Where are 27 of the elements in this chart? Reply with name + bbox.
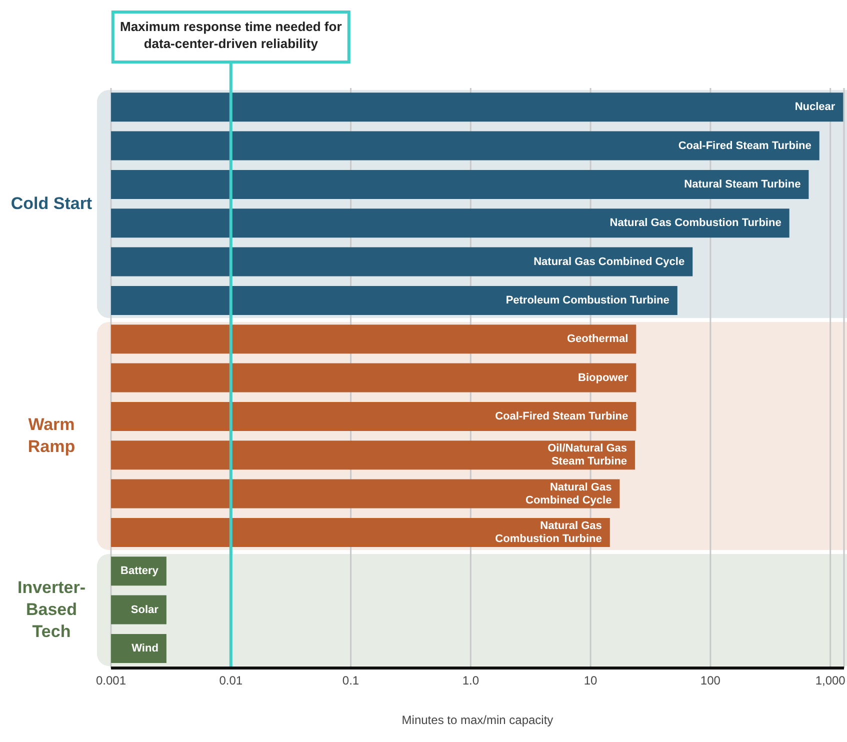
y-tick-label: Oil/Natural Gas Steam Turbine [548, 442, 628, 468]
y-tick-label: Nuclear [794, 101, 836, 114]
x-tick-label: 1,000 [815, 674, 846, 688]
x-tick-label: 100 [700, 674, 721, 688]
text: Inverter-Based Tech [16, 577, 87, 643]
x-tick-label: 0.001 [96, 674, 126, 688]
y-tick-label: Natural Gas Combined Cycle [534, 256, 685, 268]
x-tick-label: 0.01 [219, 674, 243, 688]
ref-line-label: Maximum response time needed for data-center-driven reliability [120, 19, 342, 51]
y-tick-label: Coal-Fired Steam Turbine [495, 410, 628, 422]
y-tick-label: Coal-Fired Steam Turbine [678, 140, 812, 152]
x-tick-label: 1.0 [462, 674, 480, 688]
y-tick-label: Petroleum Combustion Turbine [506, 294, 670, 306]
y-tick-label: Natural Gas Combined Cycle [526, 481, 612, 506]
y-tick-label: Wind [132, 642, 158, 654]
y-tick-label: Biopower [578, 372, 629, 384]
text: Warm Ramp [26, 414, 76, 458]
x-tick-label: 0.1 [342, 674, 360, 688]
text: Cold Start [10, 193, 94, 215]
y-tick-label: Geothermal [567, 333, 628, 346]
x-tick-label: 10 [584, 674, 598, 688]
y-tick-label: Solar [130, 604, 160, 616]
y-tick-label: Natural Gas Combustion Turbine [610, 217, 782, 230]
y-tick-label: Natural Gas Combustion Turbine [495, 520, 602, 545]
x-axis-title: Minutes to max/min capacity [402, 713, 554, 727]
y-tick-label: Natural Steam Turbine [684, 178, 801, 190]
y-tick-label: Battery [120, 565, 160, 578]
